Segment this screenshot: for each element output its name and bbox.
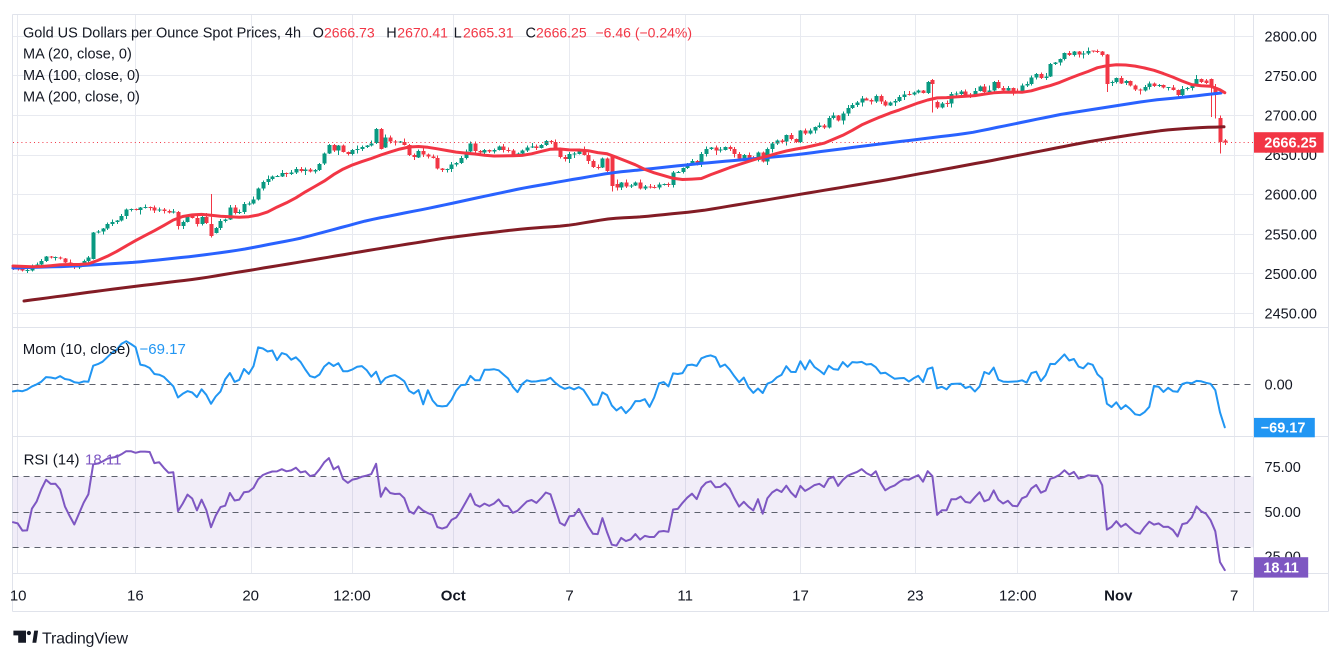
svg-text:Gold US Dollars per Ounce Spot: Gold US Dollars per Ounce Spot Prices, 4… (23, 26, 301, 42)
svg-text:2665.31: 2665.31 (463, 25, 514, 41)
svg-text:18.11: 18.11 (85, 452, 121, 469)
svg-text:12:00: 12:00 (999, 588, 1037, 605)
svg-text:−6.46 (−0.24%): −6.46 (−0.24%) (596, 25, 693, 41)
svg-text:2670.41: 2670.41 (397, 25, 448, 41)
svg-text:MA (100, close, 0): MA (100, close, 0) (23, 68, 140, 84)
svg-text:2666.73: 2666.73 (324, 25, 375, 41)
svg-text:2700.00: 2700.00 (1265, 109, 1317, 125)
svg-text:10: 10 (10, 588, 27, 605)
svg-text:50.00: 50.00 (1265, 505, 1301, 521)
svg-text:11: 11 (677, 588, 693, 605)
svg-text:2666.25: 2666.25 (1264, 136, 1316, 152)
svg-text:17: 17 (792, 588, 809, 605)
svg-text:Oct: Oct (441, 588, 466, 605)
svg-text:Mom (10, close): Mom (10, close) (23, 341, 131, 358)
svg-text:RSI (14): RSI (14) (24, 452, 80, 469)
svg-text:−69.17: −69.17 (1261, 421, 1306, 437)
svg-text:20: 20 (242, 588, 259, 605)
svg-text:2666.25: 2666.25 (536, 25, 587, 41)
svg-text:2750.00: 2750.00 (1265, 69, 1317, 85)
svg-text:Nov: Nov (1104, 588, 1133, 605)
svg-text:18.11: 18.11 (1263, 560, 1299, 576)
svg-text:23: 23 (907, 588, 924, 605)
svg-text:75.00: 75.00 (1265, 460, 1301, 476)
svg-text:2450.00: 2450.00 (1265, 306, 1317, 322)
svg-text:TradingView: TradingView (42, 630, 128, 647)
svg-text:MA (200, close, 0): MA (200, close, 0) (23, 90, 140, 106)
svg-text:O: O (313, 26, 324, 42)
svg-text:2500.00: 2500.00 (1265, 267, 1317, 283)
svg-text:H: H (386, 26, 396, 42)
svg-text:MA (20, close, 0): MA (20, close, 0) (23, 47, 132, 63)
svg-text:7: 7 (1230, 588, 1238, 605)
svg-text:2550.00: 2550.00 (1265, 227, 1317, 243)
svg-text:C: C (526, 26, 536, 42)
svg-text:16: 16 (127, 588, 144, 605)
svg-text:−69.17: −69.17 (140, 341, 186, 358)
svg-text:2600.00: 2600.00 (1265, 188, 1317, 204)
svg-text:12:00: 12:00 (333, 588, 371, 605)
svg-text:L: L (454, 26, 462, 42)
svg-text:2800.00: 2800.00 (1265, 29, 1317, 45)
svg-text:7: 7 (565, 588, 573, 605)
svg-text:0.00: 0.00 (1265, 377, 1293, 393)
